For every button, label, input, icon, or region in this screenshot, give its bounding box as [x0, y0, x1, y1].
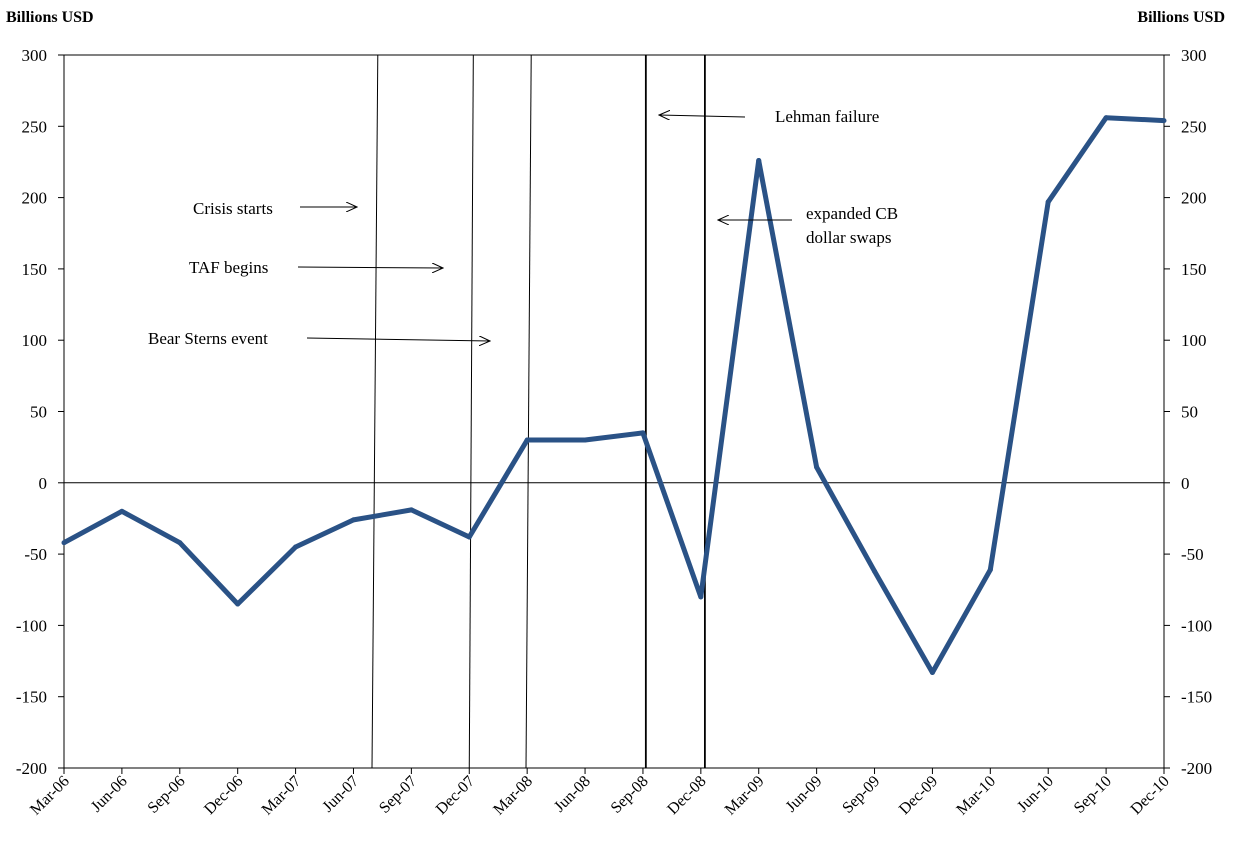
y-tick-label-left-3: -50: [24, 545, 47, 564]
annotation-expanded-swaps: expanded CB dollar swaps: [718, 204, 898, 247]
axes: -200 -200 -150 -150 -100 -100 -50 -50 0 0 50 50 100 1…: [16, 46, 1212, 819]
x-tick-label-6: Sep-07: [376, 773, 420, 817]
data-point-17: [1045, 199, 1051, 205]
y-tick-label-left-6: 100: [22, 331, 48, 350]
annotation-bear-sterns-label: Bear Sterns event: [148, 329, 268, 348]
y-tick-label-left-2: -100: [16, 616, 47, 635]
x-tick-label-14: Sep-09: [839, 773, 883, 817]
x-tick-label-0: Mar-06: [27, 773, 73, 819]
y-tick-label-right-9: 250: [1181, 117, 1207, 136]
y-tick-label-right-10: 300: [1181, 46, 1207, 65]
annotation-lehman-failure-arrow: [659, 115, 746, 117]
data-point-19: [1161, 118, 1167, 124]
annotation-lehman-failure: Lehman failure: [659, 107, 879, 126]
y-tick-label-left-10: 300: [22, 46, 48, 65]
y-tick-label-right-8: 200: [1181, 189, 1207, 208]
plot-frame: [63, 54, 1165, 769]
data-point-1: [119, 508, 125, 514]
x-tick-label-8: Mar-08: [490, 773, 536, 819]
x-tick-label-13: Jun-09: [783, 773, 826, 816]
data-point-12: [756, 158, 762, 164]
y-tick-label-right-4: 0: [1181, 474, 1190, 493]
x-tick-label-4: Mar-07: [259, 773, 305, 819]
data-point-5: [350, 517, 356, 523]
annotation-expanded-swaps-line1: expanded CB: [806, 204, 898, 223]
x-tick-label-18: Sep-10: [1071, 773, 1115, 817]
data-point-15: [929, 669, 935, 675]
annotation-taf-begins: TAF begins: [189, 258, 443, 277]
left-axis-title: Billions USD: [6, 9, 94, 26]
annotation-bear-sterns-arrow: [306, 338, 490, 341]
x-tick-label-7: Dec-07: [433, 773, 478, 818]
y-tick-label-left-4: 0: [39, 474, 48, 493]
data-point-14: [872, 568, 878, 574]
y-tick-label-right-0: -200: [1181, 759, 1212, 778]
x-tick-label-10: Sep-08: [608, 773, 652, 817]
data-point-2: [177, 540, 183, 546]
event-line-2: [525, 54, 532, 769]
x-tick-label-15: Dec-09: [896, 773, 941, 818]
x-tick-label-5: Jun-07: [319, 773, 362, 816]
data-point-16: [987, 567, 993, 573]
x-tick-label-19: Dec-10: [1128, 773, 1173, 818]
x-tick-label-11: Dec-08: [664, 773, 709, 818]
data-point-8: [524, 437, 530, 443]
series-group: [61, 115, 1167, 675]
y-tick-label-right-7: 150: [1181, 260, 1207, 279]
data-point-0: [61, 540, 67, 546]
x-tick-label-16: Mar-10: [953, 773, 999, 819]
y-tick-label-left-8: 200: [22, 189, 48, 208]
y-tick-label-right-3: -50: [1181, 545, 1204, 564]
data-point-4: [293, 544, 299, 550]
data-point-11: [698, 594, 704, 600]
data-point-18: [1103, 115, 1109, 121]
y-tick-label-left-1: -150: [16, 688, 47, 707]
annotation-taf-begins-arrow: [297, 267, 443, 268]
data-point-10: [640, 430, 646, 436]
data-point-13: [814, 464, 820, 470]
series-line-0: [62, 115, 1165, 675]
y-tick-label-left-0: -200: [16, 759, 47, 778]
x-tick-label-17: Jun-10: [1014, 773, 1057, 816]
annotation-expanded-swaps-line2: dollar swaps: [806, 228, 891, 247]
y-tick-label-right-2: -100: [1181, 616, 1212, 635]
data-point-6: [408, 507, 414, 513]
x-tick-label-12: Mar-09: [722, 773, 768, 819]
annotation-bear-sterns: Bear Sterns event: [148, 329, 490, 348]
x-tick-label-1: Jun-06: [88, 773, 131, 816]
annotation-taf-begins-label: TAF begins: [189, 258, 268, 277]
annotation-crisis-starts-label: Crisis starts: [193, 199, 273, 218]
y-tick-label-right-1: -150: [1181, 688, 1212, 707]
data-point-9: [582, 437, 588, 443]
y-tick-label-left-7: 150: [22, 260, 48, 279]
y-tick-label-right-6: 100: [1181, 331, 1207, 350]
right-axis-title: Billions USD: [1137, 9, 1225, 26]
x-tick-label-2: Sep-06: [145, 773, 189, 817]
event-line-0: [371, 54, 379, 769]
x-tick-label-3: Dec-06: [201, 773, 246, 818]
data-point-7: [466, 534, 472, 540]
y-tick-label-left-9: 250: [22, 117, 48, 136]
event-line-1: [468, 54, 474, 769]
y-tick-label-left-5: 50: [30, 403, 47, 422]
data-point-3: [235, 601, 241, 607]
x-tick-label-9: Jun-08: [551, 773, 594, 816]
annotation-crisis-starts: Crisis starts: [193, 199, 357, 218]
annotation-lehman-failure-label: Lehman failure: [775, 107, 879, 126]
y-tick-label-right-5: 50: [1181, 403, 1198, 422]
event-lines: [371, 54, 706, 769]
